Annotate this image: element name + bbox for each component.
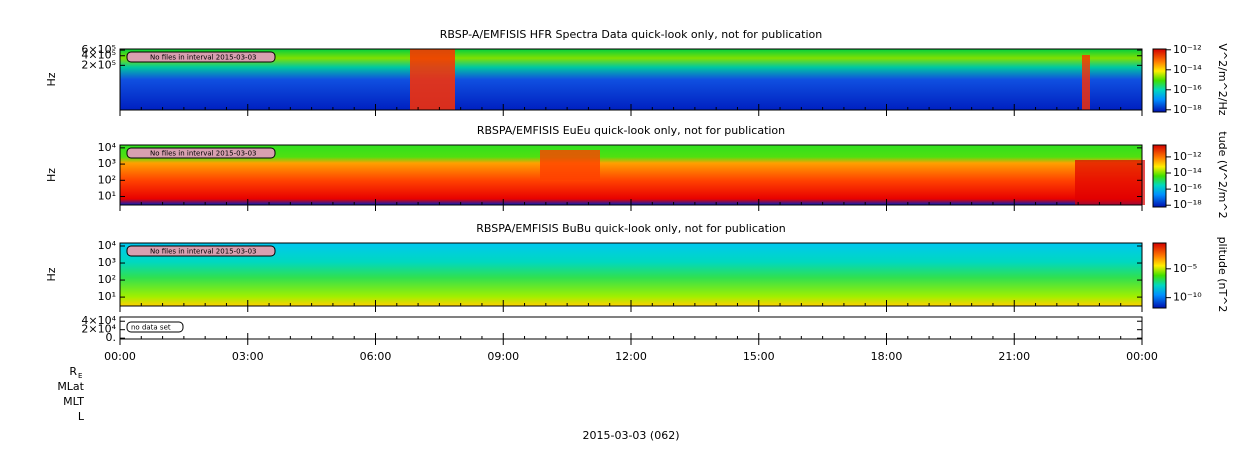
x-tick-label: 09:00 [487, 350, 519, 363]
x-tick-label: 12:00 [615, 350, 647, 363]
y-tick-label: 6×10⁵ [81, 43, 116, 56]
burst [1075, 160, 1145, 205]
y-tick-label: 10⁴ [98, 239, 117, 252]
y-tick-label: 4×10⁵ [81, 49, 116, 62]
y-tick-label: 10¹ [98, 190, 116, 203]
colorbar [1152, 242, 1167, 309]
colorbar-tick-label: 10⁻¹⁴ [1173, 166, 1202, 179]
spectrogram [120, 49, 1142, 110]
plot-area [120, 49, 1142, 306]
y-label: Hz [45, 267, 58, 281]
y-tick-label: 2×10⁵ [81, 58, 116, 71]
x-tick-label: 21:00 [998, 350, 1030, 363]
x-axis-label: 2015-03-03 (062) [582, 429, 679, 442]
burst [540, 150, 600, 180]
burst [1082, 55, 1090, 110]
x-tick-label: 15:00 [743, 350, 775, 363]
colorbar-tick-label: 10⁻¹⁸ [1173, 198, 1202, 211]
overlay: RBSP-A/EMFISIS HFR Spectra Data quick-lo… [45, 28, 1229, 442]
colorbar-tick-label: 10⁻¹² [1173, 150, 1202, 163]
x-tick-label: 00:00 [104, 350, 136, 363]
colorbar-tick-label: 10⁻¹⁸ [1173, 103, 1202, 116]
ephemeris-label: MLT [63, 395, 84, 408]
y-tick-label: 10² [98, 273, 116, 286]
x-tick-label: 00:00 [1126, 350, 1158, 363]
notice: no data set [131, 324, 171, 332]
notice: No files in interval 2015-03-03 [150, 150, 256, 158]
y-tick-label: 10⁴ [98, 141, 117, 154]
notice-box [126, 321, 184, 333]
y-tick-label: 10² [98, 173, 116, 186]
colorbar-tick-label: 10⁻⁵ [1173, 262, 1197, 275]
burst [410, 49, 455, 110]
colorbar [1152, 144, 1167, 208]
notice-box [126, 147, 276, 159]
notice: No files in interval 2015-03-03 [150, 248, 256, 256]
notice-box [126, 51, 276, 63]
colorbar-tick-label: 10⁻¹⁶ [1173, 83, 1202, 96]
colorbar-tick-label: 10⁻¹⁴ [1173, 63, 1202, 76]
spectrogram [120, 243, 1142, 306]
notice-box [126, 245, 276, 257]
ephemeris-label: MLat [57, 380, 84, 393]
y-tick-label: 4×10⁴ [81, 314, 116, 327]
colorbar-label: plitude (nT^2 [1216, 237, 1229, 313]
colorbar-tick-label: 10⁻¹² [1173, 43, 1202, 56]
y-tick-label: 2×10⁴ [81, 323, 116, 336]
x-tick-label: 06:00 [360, 350, 392, 363]
x-tick-label: 18:00 [871, 350, 903, 363]
colorbar-label: V^2/m^2/Hz [1216, 43, 1229, 115]
panel-title: RBSPA/EMFISIS BuBu quick-look only, not … [476, 222, 786, 235]
colorbar-tick-label: 10⁻¹⁰ [1173, 291, 1202, 304]
ephemeris-label: R [69, 365, 77, 378]
ephemeris-label-sub: E [78, 372, 82, 380]
y-label: Hz [45, 72, 58, 86]
colorbar-label: tude (V^2/m^2 [1216, 131, 1229, 218]
x-tick-label: 03:00 [232, 350, 264, 363]
notice: No files in interval 2015-03-03 [150, 54, 256, 62]
y-tick-label: 10³ [98, 256, 116, 269]
colorbar [1152, 48, 1167, 113]
y-tick-label: 10¹ [98, 290, 116, 303]
ephemeris-label: L [78, 410, 85, 423]
panel-title: RBSPA/EMFISIS EuEu quick-look only, not … [477, 124, 785, 137]
colorbar-tick-label: 10⁻¹⁶ [1173, 182, 1202, 195]
y-tick-label: 0. [106, 331, 117, 344]
y-label: Hz [45, 168, 58, 182]
spectrogram [120, 145, 1142, 205]
panel-title: RBSP-A/EMFISIS HFR Spectra Data quick-lo… [440, 28, 823, 41]
y-tick-label: 10³ [98, 157, 116, 170]
